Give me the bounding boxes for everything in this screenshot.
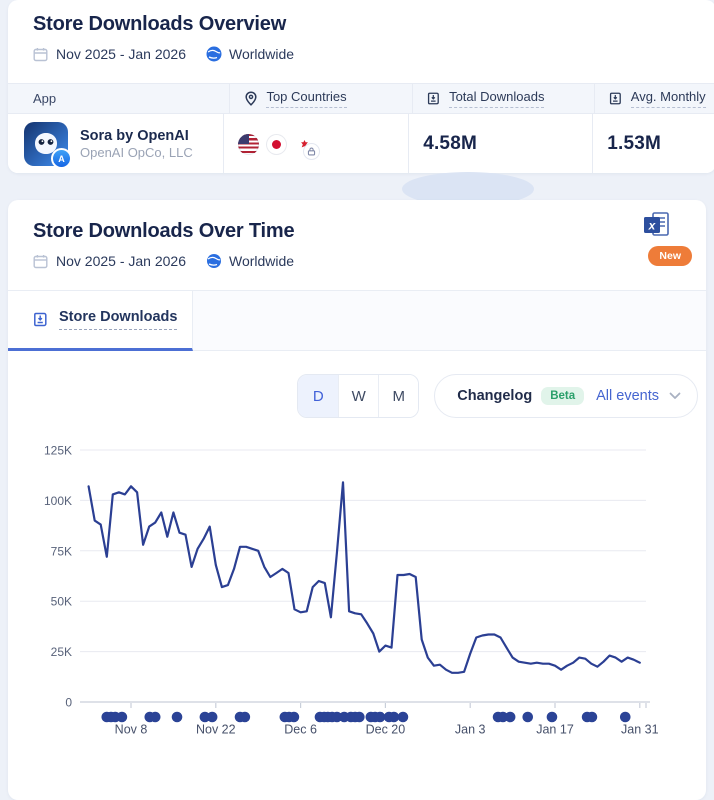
globe-icon [206,253,222,269]
chart-card-title: Store Downloads Over Time [33,220,295,242]
top-countries-cell [223,114,408,173]
table-row: A Sora by OpenAI OpenAI OpCo, LLC [8,114,714,173]
x-axis-label: Dec 20 [366,723,406,737]
date-range[interactable]: Nov 2025 - Jan 2026 [56,253,186,269]
region-label[interactable]: Worldwide [228,253,295,269]
granularity-monthly-button[interactable]: M [378,375,419,417]
changelog-label: Changelog [457,388,533,404]
granularity-daily-button[interactable]: D [298,375,339,417]
download-icon [33,311,49,328]
y-axis-label: 50K [51,595,72,609]
globe-icon [206,46,222,62]
event-marker[interactable] [522,711,534,723]
app-icon: A [24,122,72,169]
event-marker[interactable] [239,711,251,723]
x-axis-label: Jan 17 [536,723,574,737]
granularity-toggle: D W M [297,374,420,418]
event-marker[interactable] [116,711,128,723]
app-store-badge: A [51,148,72,169]
beta-badge: Beta [541,387,585,405]
y-axis-label: 100K [44,494,72,508]
download-icon [427,91,441,106]
calendar-icon [33,47,48,62]
event-marker[interactable] [388,711,400,723]
us-flag-icon [238,133,260,155]
event-marker[interactable] [331,711,343,723]
col-header-app: App [33,91,57,106]
chevron-down-icon [669,392,681,400]
app-cell[interactable]: A Sora by OpenAI OpenAI OpCo, LLC [8,114,223,173]
x-axis-label: Jan 31 [621,723,659,737]
changelog-control[interactable]: Changelog Beta All events [434,374,698,418]
over-time-card: Store Downloads Over Time Nov 2025 - Jan… [8,200,706,800]
app-publisher: OpenAI OpCo, LLC [80,144,193,160]
tab-bar: Store Downloads [8,290,706,351]
page-title: Store Downloads Overview [33,13,287,35]
event-marker[interactable] [149,711,161,723]
region-label[interactable]: Worldwide [228,46,295,62]
event-marker[interactable] [497,711,509,723]
map-pin-icon [244,91,258,106]
downloads-series-line [87,481,641,674]
overview-table: App Top Countries Total Downloads Avg. M… [8,83,714,173]
col-header-avg-monthly[interactable]: Avg. Monthly [593,84,714,113]
event-marker[interactable] [504,711,516,723]
event-marker[interactable] [171,711,183,723]
calendar-icon [33,254,48,269]
granularity-weekly-button[interactable]: W [338,375,379,417]
tab-bar-rest [193,291,706,351]
event-marker[interactable] [374,711,386,723]
japan-flag-icon [266,133,288,155]
event-marker[interactable] [619,711,631,723]
col-header-total-downloads[interactable]: Total Downloads [412,84,594,113]
download-icon [609,91,623,106]
tab-label: Store Downloads [59,309,178,330]
overview-card: Store Downloads Overview Nov 2025 - Jan … [8,0,714,173]
event-marker[interactable] [546,711,558,723]
tab-store-downloads[interactable]: Store Downloads [8,291,193,351]
new-badge: New [648,246,692,266]
svg-text:x: x [648,219,657,233]
y-axis-label: 75K [51,544,72,558]
chart-svg: 0 25K 50K 75K 100K 125K Nov 8 Nov 22 Dec 6 Dec 20… [44,444,659,737]
y-axis-label: 125K [44,444,72,458]
total-downloads-value: 4.58M [423,133,477,154]
excel-export-icon[interactable]: x [644,212,670,244]
event-marker[interactable] [586,711,598,723]
x-axis-label: Dec 6 [284,723,317,737]
y-axis-label: 25K [51,645,72,659]
date-range[interactable]: Nov 2025 - Jan 2026 [56,46,186,62]
chart-controls: D W M Changelog Beta All events [8,374,706,418]
event-marker[interactable] [354,711,365,723]
event-marker[interactable] [288,711,300,723]
x-axis-label: Jan 3 [455,723,486,737]
event-marker[interactable] [199,711,211,723]
avg-monthly-value: 1.53M [607,133,662,154]
x-axis-label: Nov 22 [196,723,236,737]
col-header-top-countries[interactable]: Top Countries [229,84,412,113]
event-marker[interactable] [206,711,218,723]
event-marker[interactable] [397,711,409,723]
events-filter-dropdown[interactable]: All events [596,388,659,404]
table-header-row: App Top Countries Total Downloads Avg. M… [8,83,714,114]
y-axis-label: 0 [65,696,72,710]
x-axis-label: Nov 8 [115,723,148,737]
app-name[interactable]: Sora by OpenAI [80,127,189,144]
lock-icon [304,143,320,159]
downloads-line-chart[interactable]: 0 25K 50K 75K 100K 125K Nov 8 Nov 22 Dec 6 Dec 20… [8,430,706,766]
